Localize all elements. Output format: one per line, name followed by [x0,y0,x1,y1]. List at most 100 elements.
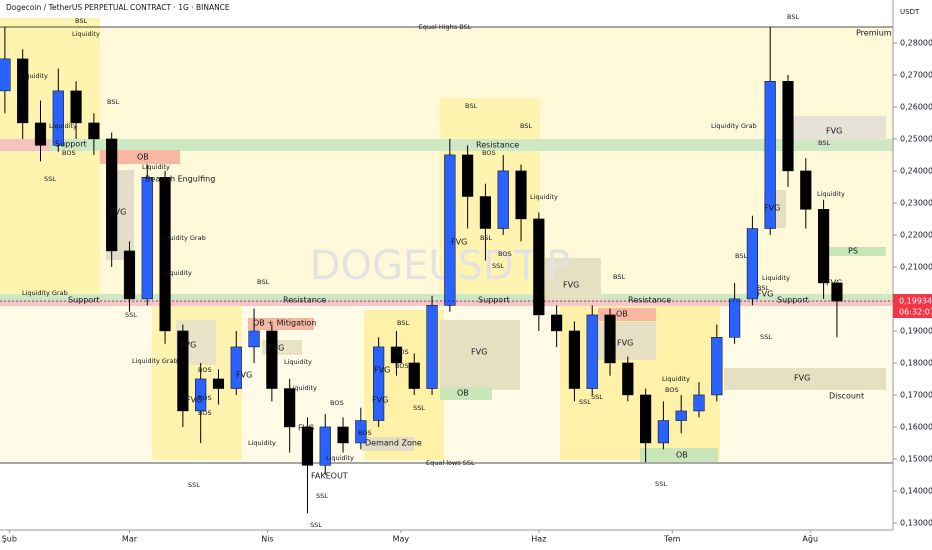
annotation: FVG [826,279,842,288]
last-price-box [893,294,932,319]
candle-body [408,362,420,389]
annotation: BSL [787,13,799,21]
annotation: FVG [764,204,780,213]
x-tick-label: Ağu [802,535,818,544]
candle-body [675,410,687,421]
annotation: FVG [374,366,390,375]
annotation: BOS [395,348,409,356]
zone [783,116,886,140]
zone [820,247,886,256]
candle-body [195,378,207,412]
candle-body [390,346,403,364]
candle-body [319,426,331,466]
zone [440,320,520,390]
candle-body [355,420,367,444]
candle-body [123,250,136,300]
annotation: Support [55,140,87,149]
annotation: Liquidity [164,269,192,277]
annotation: FVG [110,208,126,217]
x-tick-label: Mar [122,535,138,544]
candle-body [800,170,812,210]
annotation: OB [457,389,469,398]
annotation: SSL [591,393,603,401]
annotation: SSL [579,398,591,406]
zone [0,18,100,298]
candle-body [0,58,11,92]
candle-body [141,177,153,300]
candle-body [515,170,527,220]
y-tick-label: 0,14000 [900,486,932,495]
annotation: FVG [757,290,773,299]
annotation: BSL [107,98,119,106]
countdown: 06:32:07 [899,308,932,317]
annotation: BSL [75,17,87,25]
annotation: BOS [198,366,212,374]
axes: 0,13000 0,14000 0,15000 0,16000 0,17000 0,180… [2,38,932,544]
candle-body [729,298,741,338]
annotation: Resistance [283,296,326,305]
candle-body [337,426,349,444]
candle-body [106,138,118,252]
y-tick-label: 0,26000 [900,102,932,111]
annotation: BSL [735,252,747,260]
annotation: Liquidity [326,454,354,462]
annotation: OB [676,451,688,460]
annotation: BSL [397,319,409,327]
zone [640,448,718,462]
annotation: SSL [413,404,425,412]
annotation: FVG [794,374,810,383]
candle-body [693,394,705,412]
candle-body [479,196,492,229]
annotation: SSL [655,480,667,488]
annotation: FVG [180,341,196,350]
annotation: FVG [186,396,202,405]
candle-body [52,90,64,146]
candle-body [764,81,776,229]
annotation: FVG [826,127,842,136]
x-tick-label: Şub [2,535,17,544]
zone [0,139,893,151]
y-tick-label: 0,19000 [900,326,932,335]
annotation: FVG [451,238,467,247]
annotation: Discount [829,392,864,401]
annotation: FVG [268,344,284,353]
annotation: Resistance [628,296,671,305]
x-tick-label: Tem [663,535,680,544]
annotation: Liquidity [662,375,690,383]
annotation: SSL [310,521,322,529]
candle-body [444,154,456,306]
annotation: Liquidity [817,190,845,198]
zone [248,318,314,330]
zone [724,368,886,390]
candle-body [301,426,314,466]
candle-body [88,122,100,140]
annotation: Liquidity [289,384,317,392]
candle-body [426,305,438,389]
y-tick-label: 0,15000 [900,454,932,463]
annotation: Liquidity Grab [711,122,757,130]
annotation: BSL [757,284,769,292]
candle-body [177,330,189,412]
candle-body [746,228,758,300]
x-tick-label: Nis [261,535,273,544]
y-tick-label: 0,16000 [900,422,932,431]
zone [545,258,601,300]
annotation: BOS [498,250,512,258]
annotation: Equal Highs BSL [419,23,472,31]
candle-body [373,346,385,421]
y-tick-label: 0,13000 [900,518,932,527]
annotation: FVG [617,339,633,348]
annotation: PS [848,247,858,256]
watermark: DOGEUSDT.P [310,243,571,289]
zone [440,387,492,400]
annotation: OB [137,153,149,162]
annotation: OB [616,310,628,319]
candle-body [17,58,29,124]
candle-body [212,378,225,389]
annotation: FVG [563,281,579,290]
candle-body [266,330,278,389]
annotation: BSL [480,234,492,242]
annotation: SSL [125,311,137,319]
candle-body [34,122,47,146]
